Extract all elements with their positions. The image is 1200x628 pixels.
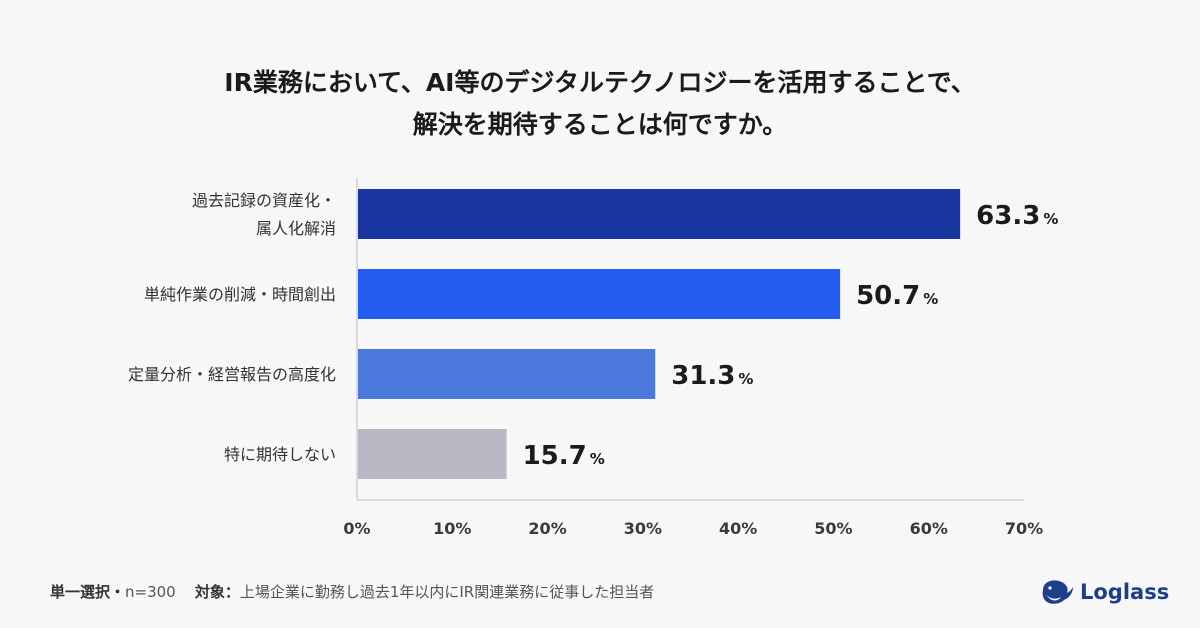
x-tick-label: 60%	[910, 519, 948, 538]
footnote-target-label: 対象：	[194, 583, 240, 601]
bar	[358, 189, 961, 239]
bar	[358, 429, 507, 479]
chart-title-line-2: 解決を期待することは何ですか。	[412, 110, 788, 139]
x-tick-label: 20%	[528, 519, 566, 538]
chart-title-line-1: IR業務において、AI等のデジタルテクノロジーを活用することで、	[224, 68, 976, 97]
footnote-method-label: 単一選択・	[50, 583, 126, 601]
category-label: 属人化解消	[256, 219, 336, 238]
category-label: 定量分析・経営報告の高度化	[128, 365, 336, 384]
x-tick-label: 0%	[343, 519, 370, 538]
value-label: 31.3%	[671, 361, 753, 391]
whale-icon	[1042, 580, 1073, 604]
category-label: 過去記録の資産化・	[192, 191, 336, 210]
loglass-logo: Loglass	[1040, 576, 1169, 608]
x-tick-label: 30%	[624, 519, 662, 538]
footnote-target: 上場企業に勤務し過去1年以内にIR関連業務に従事した担当者	[239, 583, 655, 601]
bar	[358, 269, 841, 319]
category-label: 特に期待しない	[224, 445, 336, 464]
footnote-sample: n=300	[125, 583, 176, 601]
x-tick-label: 10%	[433, 519, 471, 538]
bar	[358, 349, 656, 399]
survey-footnote: 単一選択・n=300 対象：上場企業に勤務し過去1年以内にIR関連業務に従事した…	[50, 581, 654, 602]
value-label: 63.3%	[976, 201, 1058, 231]
x-tick-label: 40%	[719, 519, 757, 538]
x-tick-label: 50%	[814, 519, 852, 538]
value-label: 15.7%	[523, 441, 605, 471]
x-tick-label: 70%	[1005, 519, 1043, 538]
logo-text: Loglass	[1080, 580, 1170, 604]
chart-title: IR業務において、AI等のデジタルテクノロジーを活用することで、 解決を期待する…	[0, 62, 1200, 146]
value-label: 50.7%	[856, 281, 938, 311]
category-label: 単純作業の削減・時間創出	[144, 285, 336, 304]
